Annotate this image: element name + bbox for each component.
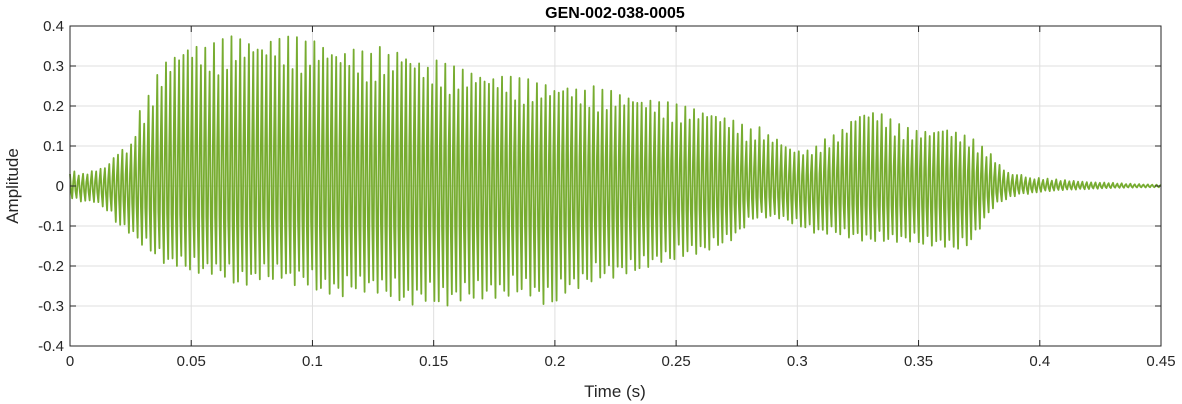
tick-marks: [69, 25, 1162, 347]
y-tick-label: 0.3: [43, 58, 64, 75]
y-tick-label: 0.1: [43, 138, 64, 155]
y-tick-label: 0.2: [43, 98, 64, 115]
y-tick-label: 0: [56, 178, 64, 195]
waveform-line: [69, 35, 1162, 307]
y-axis-label: Amplitude: [3, 148, 22, 224]
x-axis-label: Time (s): [584, 382, 646, 401]
x-tick-label: 0: [66, 353, 74, 370]
y-tick-labels: -0.4 -0.3 -0.2 -0.1 0 0.1 0.2 0.3 0.4: [38, 18, 64, 355]
y-tick-label: -0.3: [38, 298, 64, 315]
chart-title: GEN-002-038-0005: [545, 5, 685, 22]
x-tick-label: 0.15: [419, 353, 448, 370]
x-tick-label: 0.45: [1146, 353, 1175, 370]
x-tick-labels: 0 0.05 0.1 0.15 0.2 0.25 0.3 0.35 0.4 0.45: [66, 353, 1176, 370]
x-tick-label: 0.4: [1029, 353, 1050, 370]
x-tick-label: 0.1: [302, 353, 323, 370]
x-tick-label: 0.35: [904, 353, 933, 370]
y-tick-label: -0.2: [38, 258, 64, 275]
x-tick-label: 0.05: [177, 353, 206, 370]
y-tick-label: -0.1: [38, 218, 64, 235]
series-layer: [69, 35, 1162, 307]
y-tick-label: -0.4: [38, 338, 64, 355]
x-tick-label: 0.2: [544, 353, 565, 370]
x-tick-label: 0.3: [787, 353, 808, 370]
x-tick-label: 0.25: [662, 353, 691, 370]
y-tick-label: 0.4: [43, 18, 64, 35]
